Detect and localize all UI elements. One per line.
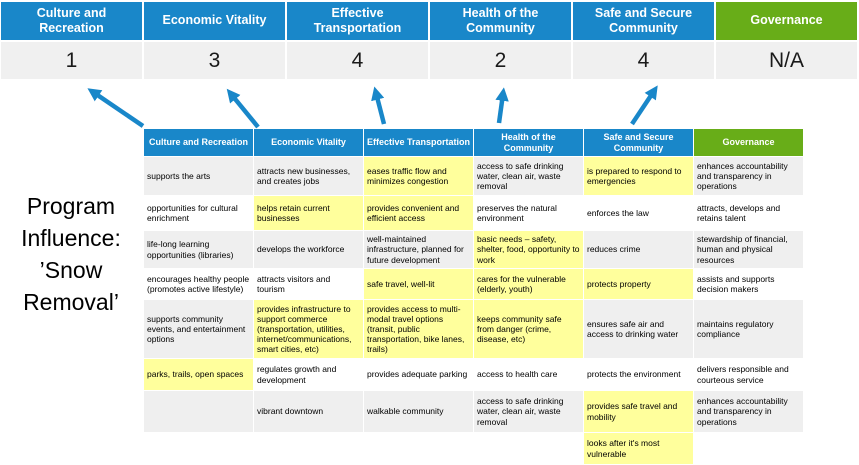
matrix-header-row: Culture and Recreation Economic Vitality… — [144, 129, 803, 156]
matrix-row-1: supports the arts attracts new businesse… — [144, 157, 803, 195]
matrix-cell: attracts, develops and retains talent — [694, 196, 803, 230]
score-economic-vitality: 3 — [144, 42, 285, 79]
matrix-cell: access to safe drinking water, clean air… — [474, 391, 583, 432]
matrix-cell: walkable community — [364, 391, 473, 432]
score-governance: N/A — [716, 42, 857, 79]
arrow-up-icon-1 — [87, 88, 145, 128]
matrix-cell: develops the workforce — [254, 231, 363, 268]
matrix-header-effective-transportation: Effective Transportation — [364, 129, 473, 156]
matrix-cell — [254, 433, 363, 464]
matrix-cell: preserves the natural environment — [474, 196, 583, 230]
matrix-row-8: looks after it's most vulnerable — [144, 433, 803, 464]
matrix-cell: encourages healthy people (promotes acti… — [144, 269, 253, 299]
matrix-header-economic-vitality: Economic Vitality — [254, 129, 363, 156]
matrix-cell: enhances accountability and transparency… — [694, 157, 803, 195]
matrix-cell: is prepared to respond to emergencies — [584, 157, 693, 195]
scoreboard-label-effective-transportation: Effective Transportation — [287, 2, 428, 40]
arrow-up-icon-2 — [226, 88, 260, 129]
scoreboard-label-economic-vitality: Economic Vitality — [144, 2, 285, 40]
matrix-cell: ensures safe air and access to drinking … — [584, 300, 693, 358]
matrix-cell: access to health care — [474, 359, 583, 390]
matrix-cell: maintains regulatory compliance — [694, 300, 803, 358]
program-influence-title: Program Influence: ’Snow Removal’ — [21, 193, 121, 315]
matrix-cell: cares for the vulnerable (elderly, youth… — [474, 269, 583, 299]
matrix-cell: enforces the law — [584, 196, 693, 230]
scoreboard-label-safe-secure-community: Safe and Secure Community — [573, 2, 714, 40]
arrow-up-icon-3 — [371, 86, 387, 125]
matrix-cell: provides adequate parking — [364, 359, 473, 390]
influence-matrix-table: Culture and Recreation Economic Vitality… — [143, 128, 804, 465]
scoreboard: Culture and Recreation Economic Vitality… — [1, 2, 857, 79]
matrix-row-6: parks, trails, open spaces regulates gro… — [144, 359, 803, 390]
matrix-cell: delivers responsible and courteous servi… — [694, 359, 803, 390]
arrow-up-icon-4 — [495, 87, 509, 124]
matrix-cell: provides infrastructure to support comme… — [254, 300, 363, 358]
matrix-row-4: encourages healthy people (promotes acti… — [144, 269, 803, 299]
matrix-cell: protects property — [584, 269, 693, 299]
matrix-cell: provides convenient and efficient access — [364, 196, 473, 230]
matrix-cell: protects the environment — [584, 359, 693, 390]
matrix-cell — [144, 433, 253, 464]
matrix-cell — [694, 433, 803, 464]
matrix-cell: provides safe travel and mobility — [584, 391, 693, 432]
matrix-cell: opportunities for cultural enrichment — [144, 196, 253, 230]
matrix-cell: enhances accountability and transparency… — [694, 391, 803, 432]
matrix-cell: well-maintained infrastructure, planned … — [364, 231, 473, 268]
matrix-cell: keeps community safe from danger (crime,… — [474, 300, 583, 358]
scoreboard-score-row: 1 3 4 2 4 N/A — [1, 42, 857, 79]
matrix-row-5: supports community events, and entertain… — [144, 300, 803, 358]
matrix-row-7: vibrant downtown walkable community acce… — [144, 391, 803, 432]
matrix-cell — [144, 391, 253, 432]
matrix-header-governance: Governance — [694, 129, 803, 156]
matrix-cell: access to safe drinking water, clean air… — [474, 157, 583, 195]
score-health-community: 2 — [430, 42, 571, 79]
matrix-row-3: life-long learning opportunities (librar… — [144, 231, 803, 268]
matrix-cell — [364, 433, 473, 464]
matrix-cell: safe travel, well-lit — [364, 269, 473, 299]
matrix-cell: assists and supports decision makers — [694, 269, 803, 299]
matrix-cell: basic needs – safety, shelter, food, opp… — [474, 231, 583, 268]
score-culture-recreation: 1 — [1, 42, 142, 79]
matrix-cell: looks after it's most vulnerable — [584, 433, 693, 464]
matrix-cell: helps retain current businesses — [254, 196, 363, 230]
scoreboard-label-health-community: Health of the Community — [430, 2, 571, 40]
matrix-cell: supports the arts — [144, 157, 253, 195]
matrix-cell: provides access to multi-modal travel op… — [364, 300, 473, 358]
arrow-up-icon-5 — [630, 85, 658, 126]
matrix-cell: attracts visitors and tourism — [254, 269, 363, 299]
matrix-cell: eases traffic flow and minimizes congest… — [364, 157, 473, 195]
matrix-header-safe-secure-community: Safe and Secure Community — [584, 129, 693, 156]
matrix-row-2: opportunities for cultural enrichment he… — [144, 196, 803, 230]
matrix-header-culture-recreation: Culture and Recreation — [144, 129, 253, 156]
score-effective-transportation: 4 — [287, 42, 428, 79]
matrix-cell: parks, trails, open spaces — [144, 359, 253, 390]
scoreboard-label-culture-recreation: Culture and Recreation — [1, 2, 142, 40]
matrix-header-health-community: Health of the Community — [474, 129, 583, 156]
matrix-cell: stewardship of financial, human and phys… — [694, 231, 803, 268]
matrix-cell: supports community events, and entertain… — [144, 300, 253, 358]
matrix-cell: regulates growth and development — [254, 359, 363, 390]
matrix-cell: vibrant downtown — [254, 391, 363, 432]
score-safe-secure-community: 4 — [573, 42, 714, 79]
matrix-cell — [474, 433, 583, 464]
matrix-cell: life-long learning opportunities (librar… — [144, 231, 253, 268]
matrix-cell: attracts new businesses, and creates job… — [254, 157, 363, 195]
matrix-cell: reduces crime — [584, 231, 693, 268]
scoreboard-label-governance: Governance — [716, 2, 857, 40]
scoreboard-label-row: Culture and Recreation Economic Vitality… — [1, 2, 857, 40]
